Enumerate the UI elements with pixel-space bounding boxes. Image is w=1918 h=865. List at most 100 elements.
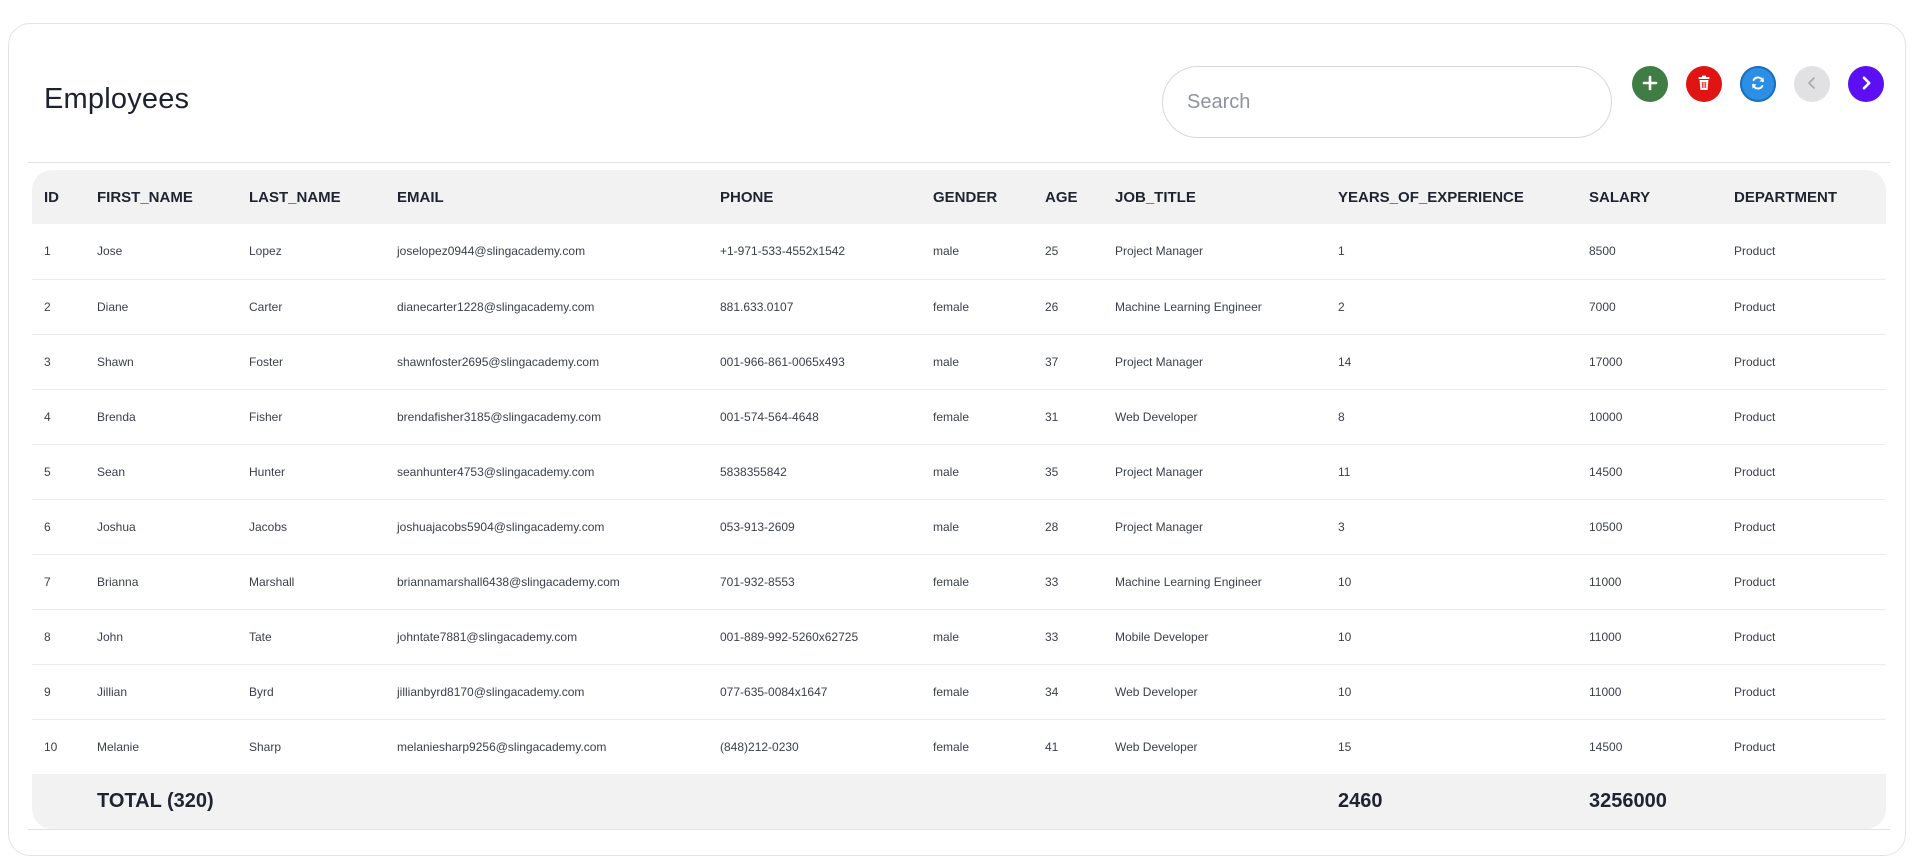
table-row[interactable]: 7 Brianna Marshall briannamarshall6438@slin… [32,554,1886,609]
trash-icon [1695,74,1713,95]
cell-years-of-experience: 3 [1338,519,1345,534]
cell-first-name: Diane [97,299,129,314]
cell-gender: male [933,629,960,644]
next-page-button[interactable] [1848,66,1884,102]
cell-last-name: Hunter [249,464,286,479]
column-header-id[interactable]: ID [44,188,59,206]
table-row[interactable]: 2 Diane Carter dianecarter1228@slingacademy… [32,279,1886,334]
cell-id: 3 [44,354,51,369]
add-button[interactable] [1632,66,1668,102]
cell-age: 33 [1045,574,1059,589]
table-row[interactable]: 8 John Tate johntate7881@slingacademy.com 00… [32,609,1886,664]
table-row[interactable]: 6 Joshua Jacobs joshuajacobs5904@slingacade… [32,499,1886,554]
cell-department: Product [1734,574,1776,589]
cell-job-title: Web Developer [1115,739,1198,754]
cell-job-title: Machine Learning Engineer [1115,574,1262,589]
previous-page-button[interactable] [1794,66,1830,102]
cell-phone: 077-635-0084x1647 [720,684,828,699]
page-title: Employees [44,83,190,115]
cell-salary: 11000 [1589,574,1622,589]
cell-job-title: Web Developer [1115,409,1198,424]
column-header-age[interactable]: AGE [1045,188,1078,206]
cell-gender: female [933,739,970,754]
cell-department: Product [1734,354,1776,369]
footer-empty-cell [32,774,85,829]
cell-years-of-experience: 1 [1338,244,1345,259]
cell-salary: 17000 [1589,354,1623,369]
cell-years-of-experience: 2 [1338,299,1345,314]
column-header-gender[interactable]: GENDER [933,188,998,206]
cell-email: melaniesharp9256@slingacademy.com [397,739,607,754]
cell-phone: 701-932-8553 [720,574,795,589]
cell-id: 5 [44,464,51,479]
cell-last-name: Lopez [249,244,282,259]
cell-email: shawnfoster2695@slingacademy.com [397,354,600,369]
cell-phone: 001-574-564-4648 [720,409,819,424]
cell-email: jillianbyrd8170@slingacademy.com [397,684,585,699]
table-row[interactable]: 10 Melanie Sharp melaniesharp9256@slingacad… [32,719,1886,774]
column-header-salary[interactable]: SALARY [1589,188,1651,206]
refresh-button[interactable] [1740,66,1776,102]
cell-years-of-experience: 10 [1338,684,1352,699]
cell-years-of-experience: 8 [1338,409,1345,424]
employees-table-container: ID FIRST_NAME LAST_NAME EMAIL PHONE GENDER AGE… [32,170,1886,829]
cell-salary: 8500 [1589,244,1616,259]
column-header-years-of-experience[interactable]: YEARS_OF_EXPERIENCE [1338,188,1524,206]
cell-years-of-experience: 11 [1338,464,1351,479]
cell-department: Product [1734,519,1776,534]
cell-last-name: Carter [249,299,283,314]
cell-gender: female [933,299,970,314]
column-header-department[interactable]: DEPARTMENT [1734,188,1838,206]
cell-id: 1 [44,244,51,259]
search-input[interactable] [1162,66,1612,138]
plus-icon [1641,74,1659,95]
column-header-phone[interactable]: PHONE [720,188,774,206]
cell-job-title: Project Manager [1115,519,1204,534]
column-header-last-name[interactable]: LAST_NAME [249,188,341,206]
cell-salary: 14500 [1589,739,1623,754]
cell-id: 7 [44,574,51,589]
cell-job-title: Mobile Developer [1115,629,1209,644]
cell-department: Product [1734,299,1776,314]
cell-age: 26 [1045,299,1059,314]
column-header-job-title[interactable]: JOB_TITLE [1115,188,1196,206]
cell-first-name: Joshua [97,519,136,534]
cell-department: Product [1734,629,1776,644]
cell-first-name: Brianna [97,574,139,589]
cell-years-of-experience: 14 [1338,354,1352,369]
delete-button[interactable] [1686,66,1722,102]
cell-job-title: Project Manager [1115,354,1204,369]
column-header-email[interactable]: EMAIL [397,188,444,206]
cell-department: Product [1734,684,1776,699]
cell-email: brendafisher3185@slingacademy.com [397,409,602,424]
footer-divider [28,829,1890,830]
cell-email: seanhunter4753@slingacademy.com [397,464,595,479]
cell-first-name: Brenda [97,409,136,424]
cell-years-of-experience: 10 [1338,574,1352,589]
cell-age: 33 [1045,629,1059,644]
cell-email: briannamarshall6438@slingacademy.com [397,574,620,589]
cell-phone: 881.633.0107 [720,299,794,314]
table-row[interactable]: 1 Jose Lopez joselopez0944@slingacademy.com… [32,224,1886,279]
cell-age: 31 [1045,409,1059,424]
cell-department: Product [1734,464,1776,479]
cell-salary: 10000 [1589,409,1623,424]
table-body: 1 Jose Lopez joselopez0944@slingacademy.com… [32,224,1886,774]
cell-first-name: Jose [97,244,123,259]
cell-id: 8 [44,629,51,644]
cell-age: 28 [1045,519,1059,534]
cell-phone: 053-913-2609 [720,519,795,534]
cell-job-title: Project Manager [1115,464,1204,479]
chevron-right-icon [1857,74,1875,95]
cell-phone: 001-966-861-0065x493 [720,354,845,369]
cell-department: Product [1734,739,1776,754]
cell-salary: 11000 [1589,684,1622,699]
cell-job-title: Project Manager [1115,244,1204,259]
cell-last-name: Sharp [249,739,282,754]
table-row[interactable]: 4 Brenda Fisher brendafisher3185@slingacade… [32,389,1886,444]
table-row[interactable]: 5 Sean Hunter seanhunter4753@slingacademy.c… [32,444,1886,499]
table-row[interactable]: 9 Jillian Byrd jillianbyrd8170@slingacademy… [32,664,1886,719]
table-row[interactable]: 3 Shawn Foster shawnfoster2695@slingacademy… [32,334,1886,389]
cell-gender: female [933,684,970,699]
column-header-first-name[interactable]: FIRST_NAME [97,188,193,206]
